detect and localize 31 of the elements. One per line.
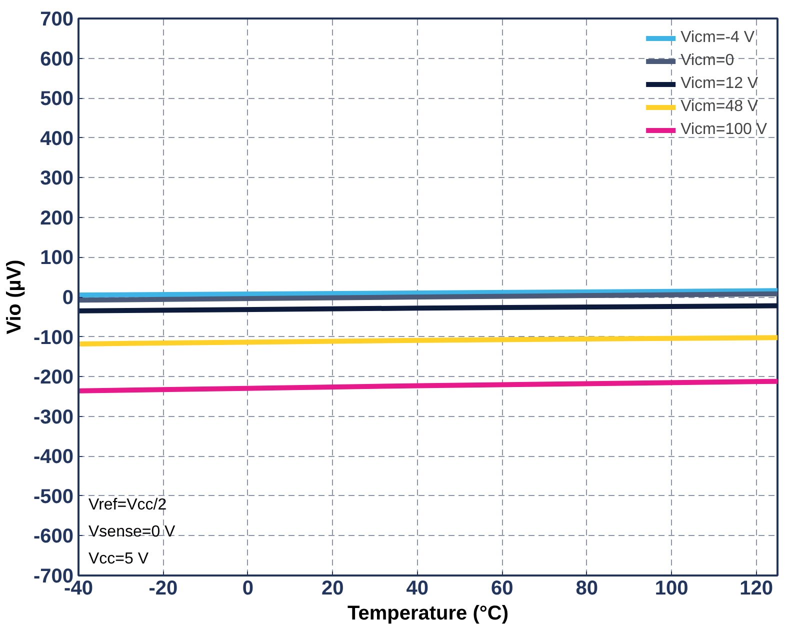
legend-label: Vicm=48 V (680, 98, 758, 116)
y-tick-label: 500 (40, 88, 74, 110)
y-tick-label: -600 (33, 526, 74, 548)
y-tick-label: 700 (40, 8, 74, 30)
y-tick-label: 0 (62, 287, 74, 309)
y-axis-title: Vio (µV) (3, 260, 26, 334)
y-tick-label: 300 (40, 168, 74, 190)
y-tick-label: -500 (33, 486, 74, 508)
annotation: Vsense=0 V (88, 524, 176, 540)
x-axis-title: Temperature (°C) (348, 602, 509, 624)
annotation: Vcc=5 V (88, 550, 149, 568)
x-tick-label: 40 (406, 578, 429, 600)
y-tick-label: 600 (40, 48, 74, 70)
legend-label: Vicm=12 V (680, 75, 758, 93)
x-tick-label: 60 (491, 578, 514, 600)
x-tick-label: 80 (576, 578, 598, 600)
x-tick-label: 0 (242, 578, 254, 600)
y-tick-label: -300 (33, 406, 74, 428)
y-tick-label: 100 (40, 247, 74, 270)
legend-label: Vicm=-4 V (680, 29, 755, 47)
y-tick-label: 200 (40, 207, 74, 230)
y-tick-label: -200 (33, 366, 74, 389)
legend-label: Vicm=100 V (680, 121, 767, 139)
y-tick-label: -400 (33, 446, 74, 468)
x-tick-label: 100 (654, 578, 688, 600)
x-tick-label: 20 (322, 578, 344, 600)
x-tick-label: 120 (740, 578, 774, 600)
y-tick-label: 400 (40, 128, 74, 150)
x-tick-label: -20 (148, 578, 178, 600)
annotation: Vref=Vcc/2 (88, 496, 167, 514)
y-tick-label: -100 (33, 326, 74, 349)
